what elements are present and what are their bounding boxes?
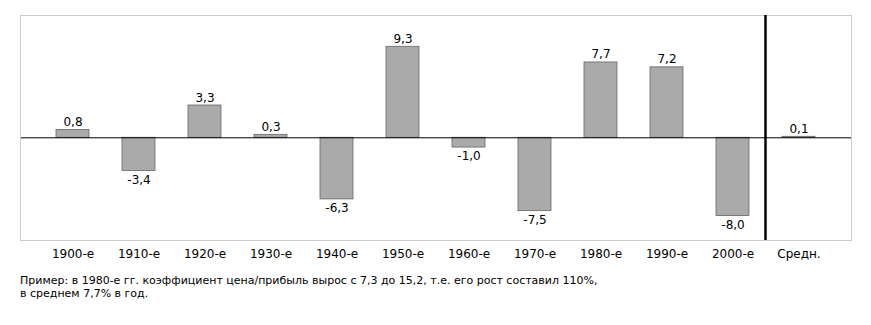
svg-text:-7,5: -7,5	[523, 213, 546, 227]
svg-text:7,7: 7,7	[591, 47, 610, 61]
svg-text:0,1: 0,1	[789, 122, 808, 136]
svg-text:-8,0: -8,0	[721, 218, 744, 232]
svg-text:7,2: 7,2	[657, 52, 676, 66]
svg-text:-1,0: -1,0	[457, 149, 480, 163]
svg-text:9,3: 9,3	[393, 32, 412, 46]
svg-text:1960-е: 1960-е	[448, 247, 490, 261]
svg-text:0,8: 0,8	[63, 115, 82, 129]
svg-text:1930-е: 1930-е	[250, 247, 292, 261]
svg-text:1900-е: 1900-е	[52, 247, 94, 261]
svg-text:1920-е: 1920-е	[184, 247, 226, 261]
svg-text:Средн.: Средн.	[777, 247, 820, 261]
svg-text:0,3: 0,3	[261, 120, 280, 134]
svg-text:1910-е: 1910-е	[118, 247, 160, 261]
svg-text:2000-е: 2000-е	[712, 247, 754, 261]
svg-text:3,3: 3,3	[195, 91, 214, 105]
svg-text:1950-е: 1950-е	[382, 247, 424, 261]
svg-text:1940-е: 1940-е	[316, 247, 358, 261]
svg-text:1970-е: 1970-е	[514, 247, 556, 261]
svg-text:-6,3: -6,3	[325, 201, 348, 215]
html-text:Пример: в 1980-е гг. коэффицие: Пример: в 1980-е гг. коэффициент цена/пр…	[20, 274, 598, 300]
svg-text:1980-е: 1980-е	[580, 247, 622, 261]
svg-text:-3,4: -3,4	[127, 173, 150, 187]
svg-text:1990-е: 1990-е	[646, 247, 688, 261]
